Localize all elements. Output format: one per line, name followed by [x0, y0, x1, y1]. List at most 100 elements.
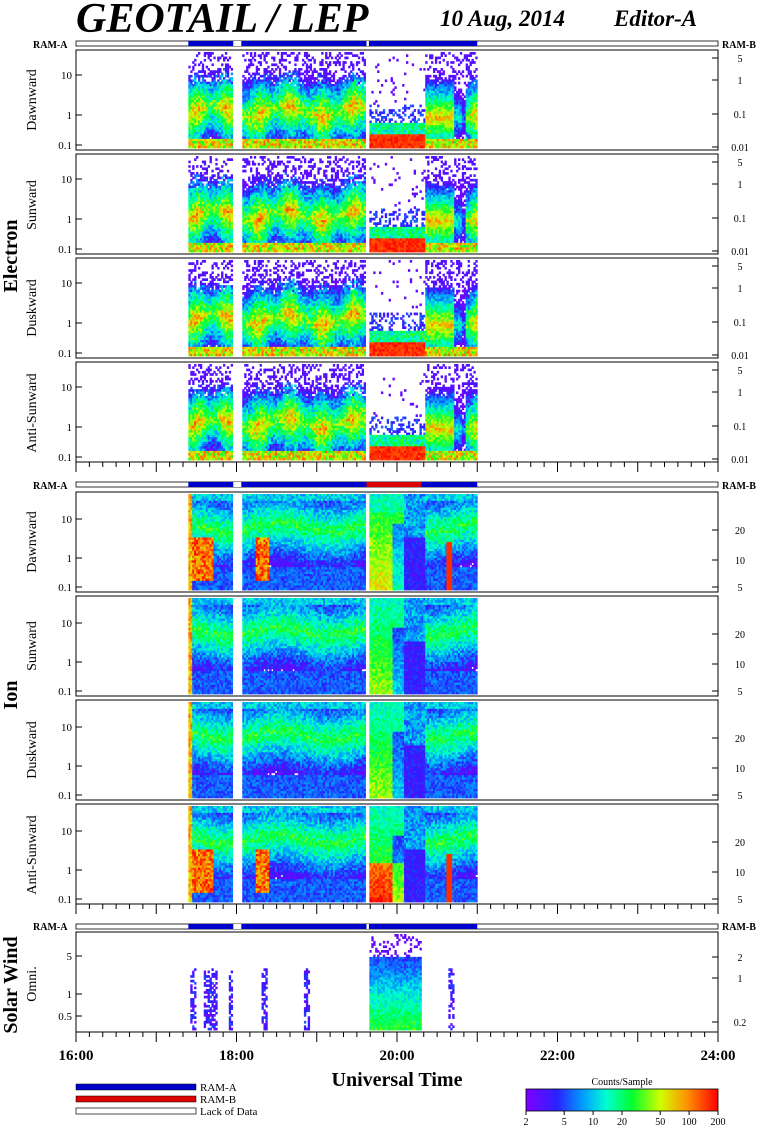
spectrogram-cell	[206, 66, 208, 69]
spectrogram-cell	[210, 59, 212, 62]
spectrogram-cell	[377, 79, 379, 82]
spectrogram-cell	[393, 109, 395, 112]
spectrogram-cell	[377, 105, 379, 108]
spectrogram-cell	[265, 68, 267, 71]
legend-swatch-ram-b	[76, 1096, 196, 1102]
spectrogram-cell	[221, 73, 223, 76]
spectrogram-cell	[364, 63, 366, 66]
spectrogram-cell	[200, 61, 202, 64]
spectrogram-cell	[458, 77, 460, 80]
spectrogram-cell	[329, 52, 331, 55]
spectrogram-cell	[475, 57, 477, 60]
y2-tick-label-e-dawnward: 5	[738, 54, 743, 65]
spectrogram-cell	[443, 59, 445, 62]
legend-label-lack-of-data: Lack of Data	[200, 1106, 258, 1118]
spectrogram-cell	[396, 59, 398, 62]
spectrogram-cell	[462, 75, 464, 78]
spectrogram-cell	[231, 77, 233, 80]
spectrogram-cell	[375, 109, 377, 112]
spectrogram-cell	[231, 105, 233, 108]
spectrogram-cell	[258, 68, 260, 71]
spectrogram-cell	[188, 66, 190, 69]
spectrogram-cell	[267, 66, 269, 69]
spectrogram-cell	[292, 84, 294, 87]
legend-swatch-lack-of-data	[76, 1108, 196, 1114]
spectrogram-cell	[475, 98, 477, 101]
spectrogram-cell	[475, 137, 477, 140]
spectrogram-cell	[188, 165, 190, 168]
spectrogram-cell	[231, 68, 233, 71]
spectrogram-cell	[462, 59, 464, 62]
spectrogram-cell	[342, 66, 344, 69]
spectrogram-cell	[294, 63, 296, 66]
spectrogram-cell	[470, 63, 472, 66]
spectrogram-cell	[285, 52, 287, 55]
spectrogram-cell	[473, 52, 475, 55]
spectrogram-cell	[196, 165, 198, 168]
spectrogram-cell	[475, 84, 477, 87]
spectrogram-cell	[223, 59, 225, 62]
spectrogram-cell	[435, 61, 437, 64]
spectrogram-cell	[229, 66, 231, 69]
spectrogram-cell	[364, 73, 366, 76]
colorbar-tick-label: 20	[617, 1117, 627, 1128]
ram-b-label-electron: RAM-B	[722, 40, 756, 51]
spectrogram-cell	[433, 70, 435, 73]
colorbar-tick-label: 200	[711, 1117, 726, 1128]
spectrogram-cell	[462, 137, 464, 140]
spectrogram-cell	[192, 181, 194, 184]
spectrogram-cell	[458, 63, 460, 66]
colorbar-tick-label: 2	[524, 1117, 529, 1128]
spectrogram-cell	[292, 52, 294, 55]
y-tick-label-e-dawnward: 1	[67, 110, 73, 122]
spectrogram-cell	[194, 63, 196, 66]
spectrogram-cell	[462, 70, 464, 73]
spectrogram-cell	[369, 105, 371, 108]
spectrogram-cell	[271, 68, 273, 71]
spectrogram-cell	[285, 66, 287, 69]
spectrogram-cell	[364, 77, 366, 80]
spectrogram-cell	[470, 54, 472, 57]
group-label-electron: Electron	[0, 220, 22, 293]
spectrogram-cell	[448, 52, 450, 55]
spectrogram-cell	[300, 68, 302, 71]
spectrogram-cell	[346, 57, 348, 60]
spectrogram-cell	[425, 54, 427, 57]
ram-a-label-electron: RAM-A	[33, 40, 68, 51]
spectrogram-cell	[475, 75, 477, 78]
spectrogram-cell	[254, 77, 256, 80]
spectrogram-cell	[204, 73, 206, 76]
spectrogram-cell	[265, 54, 267, 57]
spectrogram-cell	[475, 109, 477, 112]
spectrogram-cell	[475, 89, 477, 92]
spectrogram-cell	[279, 73, 281, 76]
spectrogram-cell	[364, 130, 366, 133]
spectrogram-cell	[385, 79, 387, 82]
panel-label-e-anti-sunward: Anti-Sunward	[25, 373, 40, 452]
spectrogram-cell	[289, 61, 291, 64]
spectrogram-cell	[418, 118, 420, 121]
spectrogram-cell	[364, 146, 366, 149]
spectrogram-cell	[475, 121, 477, 124]
spectrogram-cell	[325, 68, 327, 71]
colorbar-tick-label: 10	[588, 1117, 598, 1128]
spectrogram-cell	[364, 61, 366, 64]
spectrogram-cell	[456, 57, 458, 60]
spectrogram-cell	[231, 89, 233, 92]
spectrogram-cell	[227, 68, 229, 71]
spectrogram-cell	[231, 109, 233, 112]
spectrogram-cell	[356, 63, 358, 66]
spectrogram-cell	[341, 54, 343, 57]
y2-tick-label-e-dawnward: 1	[738, 76, 743, 87]
spectrogram-cell	[231, 130, 233, 133]
spectrogram-cell	[475, 100, 477, 103]
spectrogram-cell	[273, 70, 275, 73]
spectrogram-cell	[445, 77, 447, 80]
spectrogram-cell	[377, 70, 379, 73]
colorbar	[526, 1089, 718, 1111]
spectrogram-cell	[204, 59, 206, 62]
spectrogram-cell	[375, 100, 377, 103]
spectrogram-cell	[414, 116, 416, 119]
panel-label-i-duskward: Duskward	[25, 721, 40, 779]
spectrogram-cell	[352, 66, 354, 69]
